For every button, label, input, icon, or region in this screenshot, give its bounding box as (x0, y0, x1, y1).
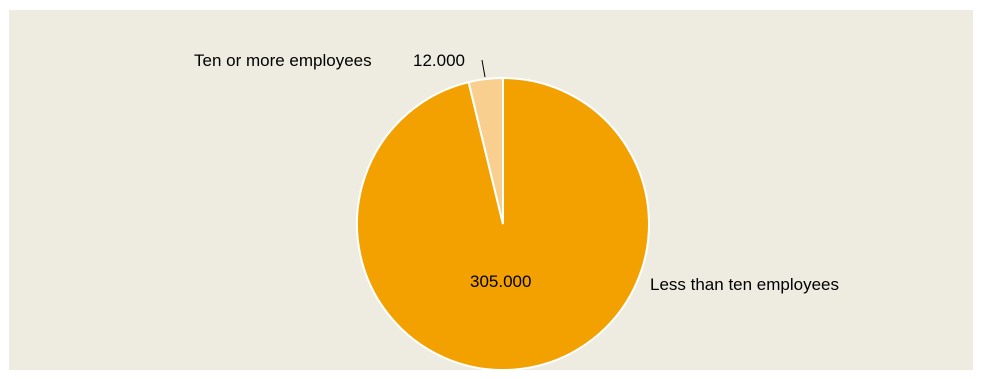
slice-label-ten-or-more: Ten or more employees (194, 51, 372, 70)
slice-label-less-than-ten: Less than ten employees (650, 275, 839, 294)
slice-value-less-than-ten: 305.000 (470, 272, 531, 291)
pie-slice-1 (467, 76, 504, 225)
pie-slices (356, 76, 650, 371)
slice-value-ten-or-more: 12.000 (413, 51, 465, 70)
leader-line-ten-or-more (481, 59, 486, 78)
